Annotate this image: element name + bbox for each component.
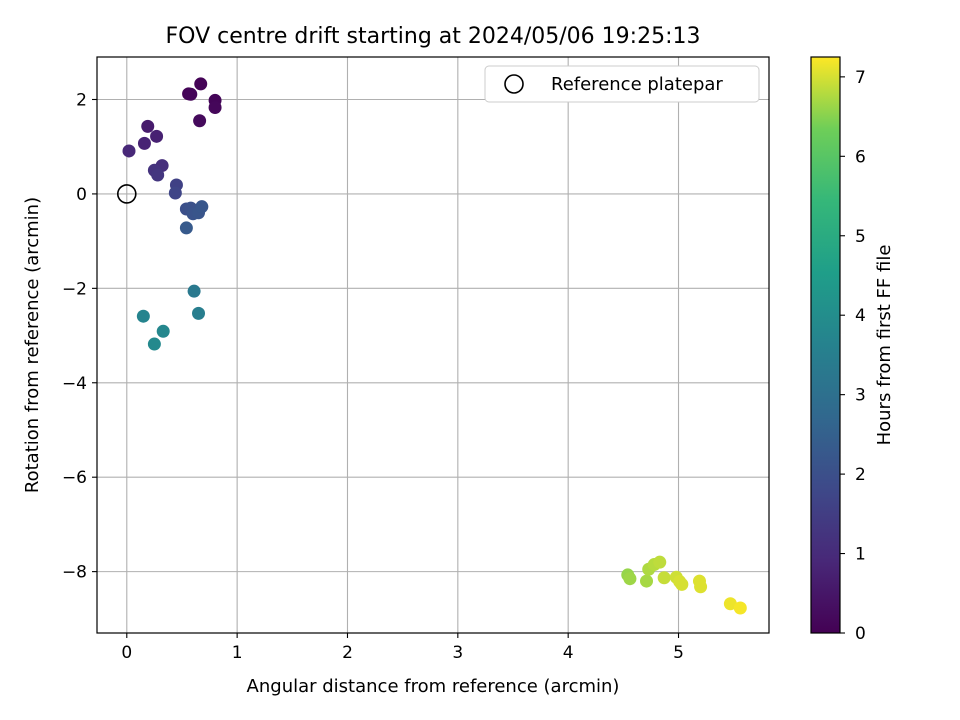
y-tick-label: −8 bbox=[62, 563, 87, 583]
data-point bbox=[733, 601, 747, 615]
legend: Reference platepar bbox=[484, 65, 760, 103]
data-point bbox=[192, 306, 206, 320]
data-point bbox=[141, 119, 155, 133]
x-axis-label: Angular distance from reference (arcmin) bbox=[247, 676, 620, 697]
data-point bbox=[657, 571, 671, 585]
y-axis-label: Rotation from reference (arcmin) bbox=[22, 197, 43, 493]
data-point bbox=[168, 186, 182, 200]
data-point bbox=[623, 572, 637, 586]
plot-frame bbox=[96, 56, 770, 634]
colorbar-tick-label: 2 bbox=[855, 465, 866, 485]
y-tick-label: −2 bbox=[62, 279, 87, 299]
colorbar-ticks: 0 1 2 3 4 5 6 7 bbox=[840, 68, 866, 644]
legend-label: Reference platepar bbox=[551, 74, 723, 95]
data-point bbox=[195, 200, 209, 214]
x-axis-ticks: 0 1 2 3 4 5 bbox=[121, 633, 684, 663]
y-tick-label: −6 bbox=[62, 468, 87, 488]
data-point bbox=[187, 284, 201, 298]
x-tick-label: 5 bbox=[673, 643, 684, 663]
x-tick-label: 4 bbox=[563, 643, 574, 663]
legend-marker-icon bbox=[504, 74, 524, 94]
data-point bbox=[184, 87, 198, 101]
colorbar-label: Hours from first FF file bbox=[874, 245, 895, 446]
data-point bbox=[208, 101, 222, 115]
data-point bbox=[694, 580, 708, 594]
legend-box bbox=[484, 65, 760, 103]
colorbar-tick-label: 6 bbox=[855, 147, 866, 167]
data-point bbox=[151, 168, 165, 182]
plot-area: 0 1 2 3 4 5 2 0 −2 −4 −6 −8 bbox=[62, 56, 770, 663]
data-point bbox=[150, 129, 164, 143]
data-point bbox=[194, 77, 208, 91]
y-tick-label: 0 bbox=[76, 185, 87, 205]
data-point bbox=[193, 114, 207, 128]
data-point bbox=[179, 221, 193, 235]
y-axis-ticks: 2 0 −2 −4 −6 −8 bbox=[62, 90, 97, 583]
data-point bbox=[675, 577, 689, 591]
x-tick-label: 3 bbox=[452, 643, 463, 663]
data-point bbox=[156, 324, 170, 338]
colorbar-tick-label: 7 bbox=[855, 68, 866, 88]
data-point bbox=[653, 555, 667, 569]
reference-platepar-marker bbox=[116, 184, 137, 204]
colorbar: 0 1 2 3 4 5 6 7 Hours from first FF file bbox=[810, 56, 895, 644]
plot-background bbox=[97, 57, 769, 633]
colorbar-tick-label: 5 bbox=[855, 227, 866, 247]
x-tick-label: 0 bbox=[121, 643, 132, 663]
colorbar-tick-label: 1 bbox=[855, 545, 866, 565]
y-tick-label: −4 bbox=[62, 374, 87, 394]
data-point bbox=[723, 597, 737, 611]
colorbar-tick-label: 0 bbox=[855, 624, 866, 644]
data-points bbox=[122, 77, 747, 615]
data-point bbox=[122, 144, 136, 158]
colorbar-gradient bbox=[810, 56, 841, 634]
chart-title: FOV centre drift starting at 2024/05/06 … bbox=[166, 24, 701, 49]
data-point bbox=[136, 309, 150, 323]
data-point bbox=[147, 337, 161, 351]
y-tick-label: 2 bbox=[76, 90, 87, 110]
data-point bbox=[640, 574, 654, 588]
colorbar-tick-label: 3 bbox=[855, 386, 866, 406]
x-tick-label: 1 bbox=[232, 643, 243, 663]
colorbar-tick-label: 4 bbox=[855, 306, 866, 326]
x-tick-label: 2 bbox=[342, 643, 353, 663]
data-point bbox=[137, 136, 151, 150]
